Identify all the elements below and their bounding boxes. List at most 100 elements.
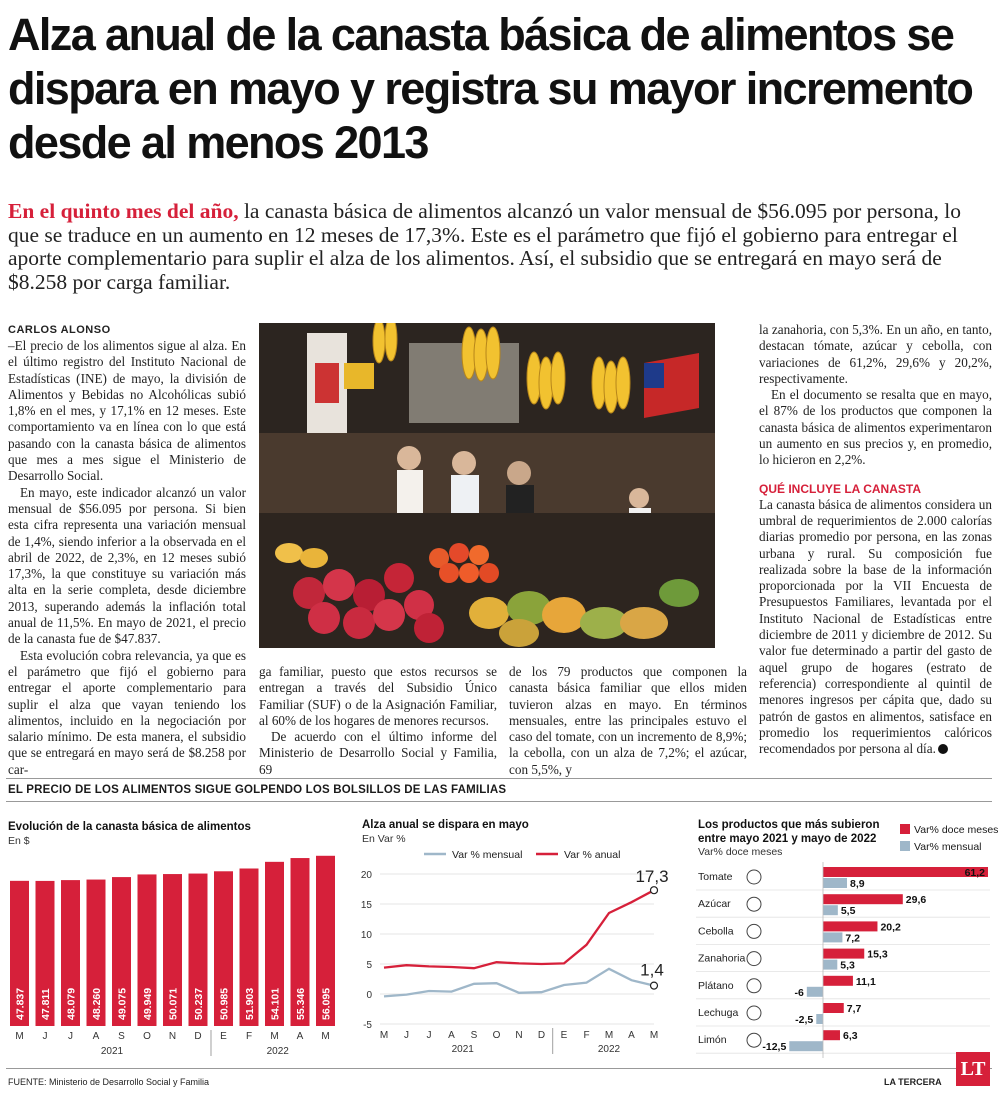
- x-tick-label: O: [143, 1031, 151, 1042]
- legend-swatch: [900, 841, 910, 851]
- x-tick-label: A: [628, 1030, 635, 1041]
- bar-value-label: 15,3: [867, 949, 888, 961]
- x-tick-label: S: [118, 1031, 125, 1042]
- bar: [316, 855, 335, 1026]
- bar-value-label: 11,1: [856, 976, 876, 988]
- bar-value-label: -2,5: [795, 1014, 813, 1026]
- bar-value-label: 48.079: [66, 988, 78, 1020]
- year-label: 2021: [101, 1046, 124, 1057]
- chart3-unit: Var% doce meses: [698, 846, 783, 858]
- x-tick-label: M: [650, 1030, 658, 1041]
- x-tick-label: N: [169, 1031, 176, 1042]
- chart-canasta-evolution: 47.837 M 47.811 J 48.079 J 48.260 A 49.075 S 49.94…: [10, 855, 335, 1057]
- bar-value-label: 50.985: [219, 988, 231, 1020]
- bar: [789, 1041, 823, 1052]
- x-tick-label: F: [246, 1031, 252, 1042]
- bar-value-label: 61,2: [965, 867, 986, 879]
- bar: [823, 959, 838, 970]
- lede-kicker: En el quinto mes del año,: [8, 199, 239, 223]
- market-photo-illustration: [259, 323, 715, 648]
- y-tick-label: 0: [366, 990, 372, 1001]
- bar-value-label: 49.075: [117, 988, 129, 1020]
- paragraph: Esta evolución cobra relevancia, ya que …: [8, 647, 246, 777]
- end-value-label: 17,3: [635, 867, 668, 886]
- banana-icon: [746, 978, 762, 994]
- x-tick-label: D: [194, 1031, 201, 1042]
- bar-value-label: 20,2: [880, 921, 901, 933]
- bar: [823, 867, 988, 877]
- x-tick-label: M: [270, 1031, 278, 1042]
- x-tick-label: M: [380, 1030, 388, 1041]
- y-tick-label: 20: [361, 870, 373, 881]
- column-3: de los 79 productos que componen la cana…: [509, 664, 747, 778]
- headline: Alza anual de la canasta básica de alime…: [8, 9, 974, 168]
- bar-value-label: 5,5: [841, 905, 856, 917]
- chart3-title: Los productos que más subieron entre may…: [698, 819, 880, 845]
- bar: [188, 873, 208, 1026]
- bar-value-label: 5,3: [840, 960, 855, 972]
- chart3-legend: Var% doce meses Var% mensual: [900, 822, 998, 856]
- carrot-icon: [746, 951, 762, 967]
- year-label: 2022: [598, 1044, 621, 1055]
- bar: [823, 1003, 844, 1013]
- publisher-logo: LT: [956, 1052, 990, 1086]
- y-tick-label: 10: [361, 930, 373, 941]
- market-photo: [259, 323, 715, 648]
- y-tick-label: 5: [366, 960, 372, 971]
- lemon-icon: [746, 1032, 762, 1048]
- bar-value-label: 47.811: [40, 988, 52, 1020]
- series-line: [383, 967, 655, 998]
- bar-value-label: 47.837: [15, 988, 27, 1020]
- bar: [823, 905, 838, 916]
- paragraph: En mayo, este indicador alcanzó un valor…: [8, 484, 246, 647]
- bar: [112, 877, 131, 1026]
- x-tick-label: E: [561, 1030, 568, 1041]
- end-value-label: 1,4: [640, 961, 664, 980]
- series-line: [383, 889, 655, 970]
- chart2-unit: En Var %: [362, 833, 406, 845]
- legend-item: Var% doce meses: [900, 822, 998, 839]
- byline: CARLOS ALONSO: [8, 324, 111, 336]
- bar: [823, 932, 843, 943]
- bar-value-label: -6: [794, 987, 803, 999]
- paragraph: ga familiar, puesto que estos recursos s…: [259, 664, 497, 728]
- paragraph: la zanahoria, con 5,3%. En un año, en ta…: [759, 322, 992, 386]
- category-label: Tomate: [698, 871, 733, 883]
- column-4: la zanahoria, con 5,3%. En un año, en ta…: [759, 322, 992, 757]
- paragraph: La canasta básica de alimentos considera…: [759, 497, 992, 758]
- sugar-bag-icon: [746, 896, 762, 912]
- legend-swatch: [900, 824, 910, 834]
- bar: [10, 880, 29, 1026]
- paragraph: De acuerdo con el último informe del Min…: [259, 729, 497, 777]
- bar: [214, 871, 233, 1026]
- end-point-marker: [649, 886, 659, 895]
- category-label: Azúcar: [698, 898, 731, 910]
- bar: [265, 861, 284, 1026]
- bar: [823, 975, 853, 986]
- publisher-name: LA TERCERA: [884, 1077, 942, 1087]
- bar: [823, 878, 847, 888]
- divider: [6, 1068, 992, 1069]
- x-tick-label: J: [43, 1031, 48, 1042]
- bar-value-label: 51.903: [244, 988, 256, 1020]
- bar-value-label: 7,7: [847, 1003, 862, 1015]
- onion-icon: [746, 923, 762, 939]
- x-tick-label: A: [93, 1031, 100, 1042]
- x-tick-label: M: [15, 1031, 23, 1042]
- tomato-icon: [746, 869, 762, 885]
- bar: [823, 894, 903, 905]
- chart2-title: Alza anual se dispara en mayo: [362, 819, 529, 831]
- bar: [239, 868, 259, 1026]
- bar-value-label: 48.260: [91, 988, 103, 1020]
- category-label: Zanahoria: [698, 953, 745, 965]
- bar-value-label: 29,6: [906, 894, 927, 906]
- x-tick-label: N: [515, 1030, 522, 1041]
- bar: [823, 921, 878, 932]
- end-point-marker: [649, 981, 659, 990]
- bar: [61, 880, 80, 1026]
- x-tick-label: E: [220, 1031, 227, 1042]
- bar-value-label: 56.095: [321, 988, 333, 1020]
- bar: [86, 879, 106, 1026]
- x-tick-label: J: [68, 1031, 73, 1042]
- x-tick-label: M: [321, 1031, 329, 1042]
